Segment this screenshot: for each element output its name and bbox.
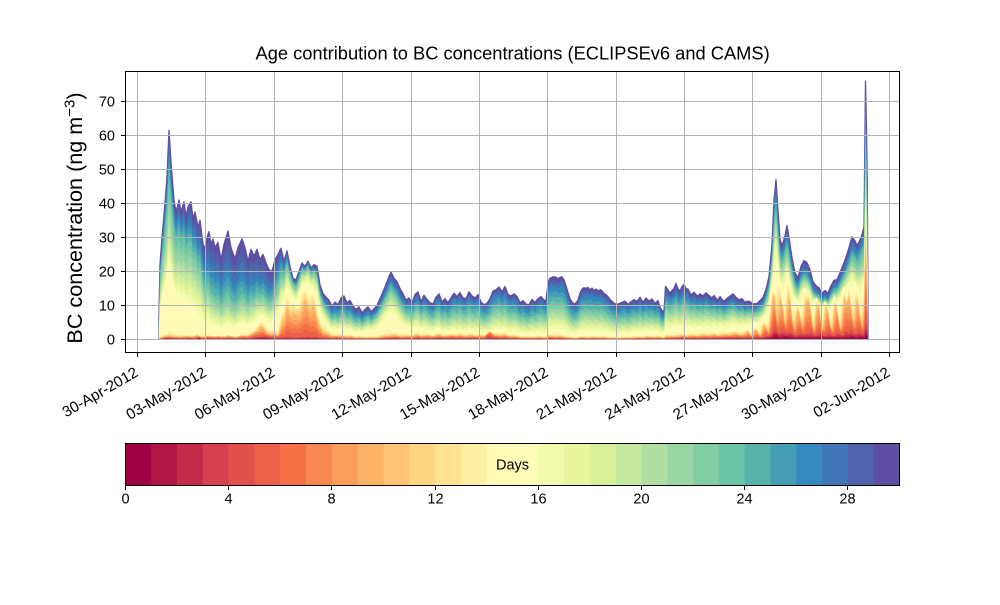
svg-text:28: 28 bbox=[839, 492, 855, 508]
svg-text:Days: Days bbox=[496, 458, 529, 474]
svg-text:20: 20 bbox=[99, 265, 115, 281]
svg-text:60: 60 bbox=[99, 129, 115, 145]
svg-text:16: 16 bbox=[530, 492, 546, 508]
svg-text:24: 24 bbox=[736, 492, 752, 508]
svg-text:40: 40 bbox=[99, 197, 115, 213]
svg-text:0: 0 bbox=[107, 333, 115, 349]
svg-text:70: 70 bbox=[99, 95, 115, 111]
svg-text:BC concentration (ng m−3): BC concentration (ng m−3) bbox=[62, 92, 88, 343]
svg-text:50: 50 bbox=[99, 163, 115, 179]
svg-text:12: 12 bbox=[427, 492, 443, 508]
svg-text:Age contribution to BC concent: Age contribution to BC concentrations (E… bbox=[256, 43, 770, 64]
svg-text:30: 30 bbox=[99, 231, 115, 247]
svg-text:20: 20 bbox=[633, 492, 649, 508]
svg-text:0: 0 bbox=[121, 492, 129, 508]
svg-text:10: 10 bbox=[99, 299, 115, 315]
svg-text:8: 8 bbox=[327, 492, 335, 508]
svg-text:4: 4 bbox=[224, 492, 232, 508]
